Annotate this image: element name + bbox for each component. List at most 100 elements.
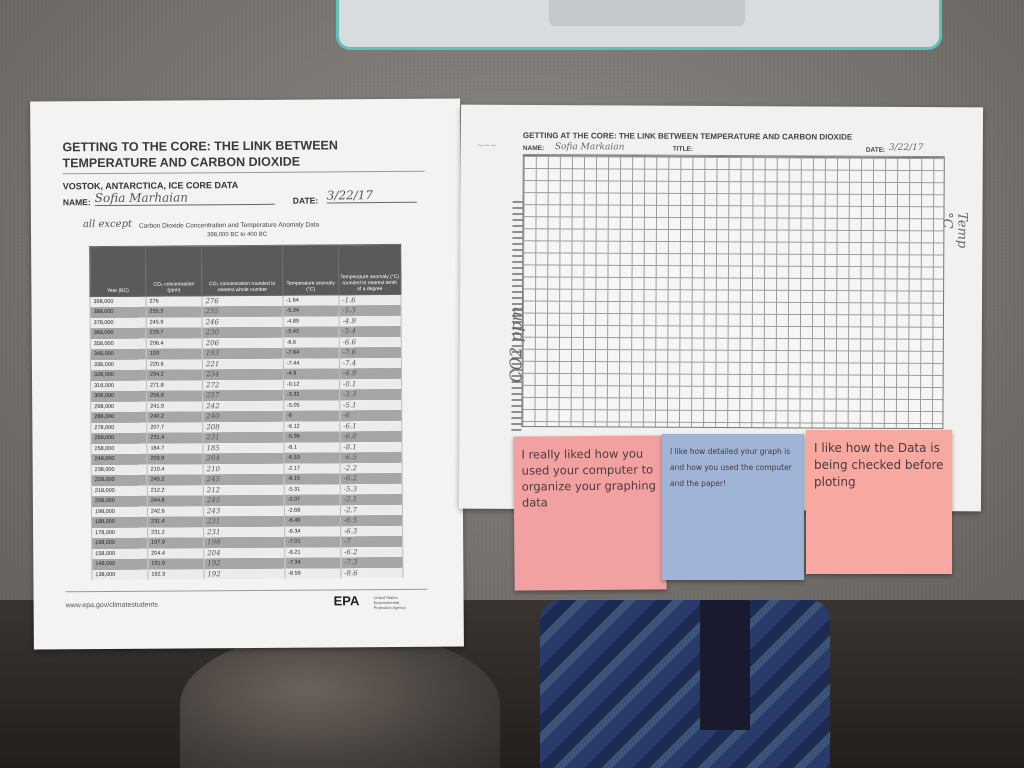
table-cell: 368,000	[90, 327, 147, 339]
table-cell: -7.3	[340, 556, 403, 568]
graph-name-label: NAME:	[522, 144, 545, 153]
table-cell: 210	[203, 463, 284, 475]
table-cell: 210.4	[147, 463, 204, 475]
table-cell: 242.6	[147, 505, 204, 517]
title-rule	[62, 170, 425, 175]
table-cell: 308,000	[90, 390, 147, 402]
table-cell: 197.9	[147, 537, 204, 549]
table-cell: -3.3	[339, 388, 402, 400]
table-cell: -8.1	[339, 441, 403, 453]
table-cell: 198	[203, 536, 285, 548]
table-cell: 148,000	[91, 558, 148, 570]
table-cell: -6.15	[283, 473, 341, 485]
table-cell: -6.49	[284, 515, 341, 527]
table-cell: -6.6	[339, 336, 402, 348]
table-cell: 208,000	[91, 495, 148, 507]
table-cell: -5.96	[283, 431, 340, 443]
table-cell: 398,000	[89, 296, 146, 308]
epa-logo: EPA	[333, 593, 360, 609]
table-cell: -5.42	[282, 326, 340, 338]
table-cell: 243	[203, 505, 285, 517]
table-cell: 192	[203, 557, 285, 569]
handwritten-note: all except	[82, 218, 133, 231]
table-cell: -8.6	[340, 567, 403, 579]
table-row: 138,000 192.3 192 -8.59 -8.6	[91, 567, 403, 581]
table-cell: -4.9	[339, 367, 402, 379]
table-caption: Carbon Dioxide Concentration and Tempera…	[138, 221, 320, 230]
table-cell: -2.07	[284, 494, 341, 506]
table-cell: -6.3	[340, 525, 403, 537]
table-cell: 228,000	[91, 474, 148, 486]
table-cell: -3.32	[283, 389, 340, 401]
table-cell: -4.89	[282, 315, 339, 327]
table-cell: 231	[203, 515, 285, 527]
table-cell: 203.9	[147, 453, 204, 465]
sticky-note: I like how detailed your graph is and ho…	[662, 434, 804, 580]
table-cell: -5.31	[284, 483, 341, 495]
table-cell: 158,000	[91, 548, 148, 560]
table-cell: 378,000	[90, 317, 147, 329]
table-cell: 338,000	[90, 359, 147, 371]
table-cell: -5.4	[338, 325, 402, 337]
col-header: Year (BC)	[89, 246, 146, 297]
table-cell: -5.3	[338, 304, 402, 316]
table-cell: -2.2	[339, 462, 403, 474]
table-cell: 245.2	[147, 474, 204, 486]
table-subcaption: 398,000 BC to 400 BC	[207, 231, 268, 239]
table-cell: 348,000	[90, 348, 147, 360]
table-cell: 206	[202, 337, 284, 349]
table-cell: -0.1	[339, 378, 402, 390]
table-cell: -5.34	[282, 305, 339, 317]
graph-title-label: TITLE:	[672, 145, 694, 153]
table-cell: -2.68	[284, 504, 341, 516]
table-cell: 229.7	[146, 327, 203, 339]
sticky-note: I really liked how you used your compute…	[513, 435, 667, 591]
table-cell: 192.3	[147, 568, 204, 580]
table-cell: -6.34	[284, 525, 341, 537]
table-cell: 234	[202, 368, 284, 380]
epa-logo-subtext: United States Environmental Protection A…	[373, 594, 406, 611]
table-cell: -5.05	[283, 399, 340, 411]
table-cell: 230	[202, 326, 284, 338]
table-cell: -7.44	[283, 357, 340, 369]
table-cell: 328,000	[90, 369, 147, 381]
table-cell: 241.9	[146, 400, 203, 412]
data-worksheet: GETTING TO THE CORE: THE LINK BETWEEN TE…	[30, 98, 464, 650]
table-cell: -6	[283, 410, 340, 422]
table-cell: 206.4	[146, 337, 203, 349]
table-cell: -6.1	[339, 420, 402, 432]
table-cell: 231.2	[147, 526, 204, 538]
table-cell: 218,000	[91, 485, 148, 497]
table-cell: -5.3	[340, 483, 403, 495]
table-cell: 358,000	[90, 338, 147, 350]
table-cell: 288,000	[90, 411, 147, 423]
name-value: Sofia Marhaian	[94, 189, 275, 207]
table-cell: 178,000	[91, 527, 148, 539]
table-cell: 188,000	[91, 516, 148, 528]
col-header: Temperature anomaly (°C) rounded to near…	[338, 244, 401, 295]
table-cell: 245	[203, 494, 285, 506]
table-cell: 388,000	[90, 306, 147, 318]
table-cell: -1.6	[338, 294, 402, 306]
table-cell: 258,000	[90, 443, 148, 455]
table-cell: -7.6	[339, 346, 402, 358]
table-cell: 193	[146, 348, 203, 360]
table-cell: 255.3	[145, 306, 203, 318]
table-cell: 231.4	[146, 432, 203, 444]
footer-url: www.epa.gov/climatestudents	[65, 601, 158, 610]
table-cell: 240	[202, 410, 284, 422]
table-cell: 257	[202, 389, 284, 401]
table-cell: 207.7	[146, 421, 203, 433]
table-cell: -7	[340, 535, 403, 547]
table-cell: 231	[203, 526, 285, 538]
table-cell: 204	[202, 452, 284, 464]
table-cell: 231.4	[147, 516, 204, 528]
table-cell: 318,000	[90, 380, 147, 392]
table-cell: 276	[145, 295, 202, 307]
table-cell: 256.8	[146, 390, 203, 402]
table-cell: -7.34	[284, 557, 341, 569]
date-value: 3/22/17	[326, 187, 417, 204]
ice-core-data-table: Year (BC) CO₂ concentration (ppm) CO₂ co…	[89, 244, 403, 581]
table-cell: 245	[203, 473, 285, 485]
table-cell: -2.17	[283, 462, 340, 474]
